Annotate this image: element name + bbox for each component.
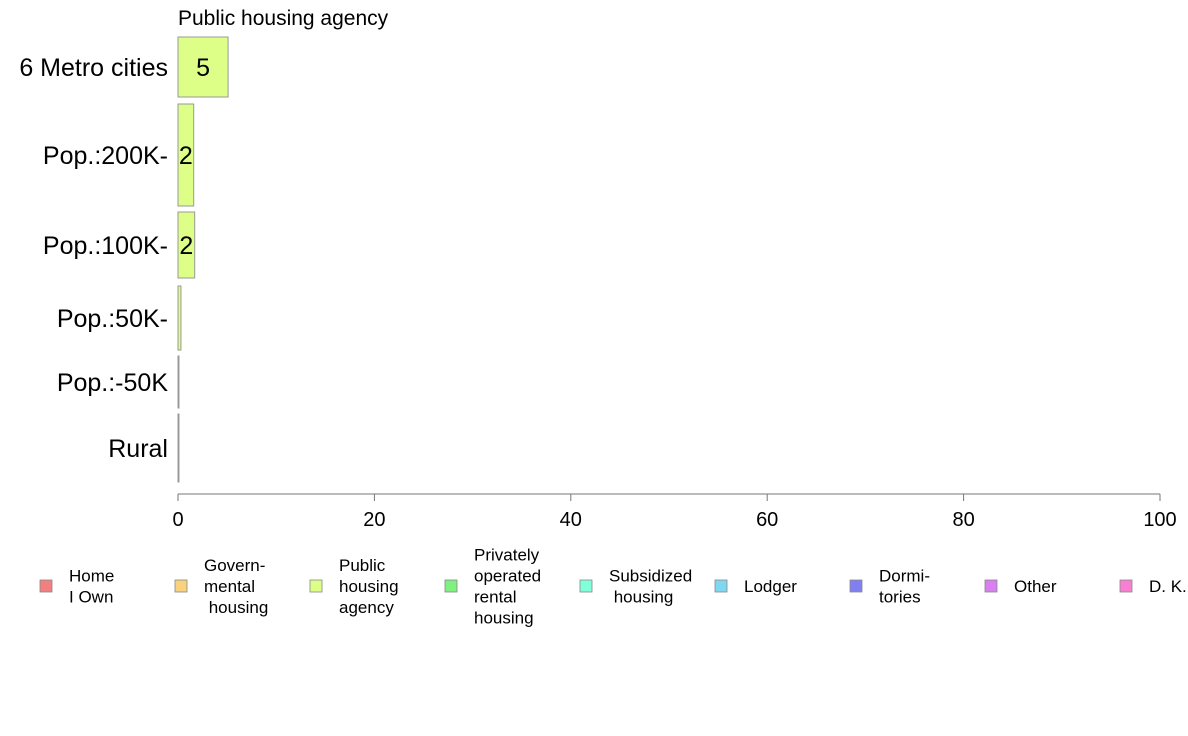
legend-label: Dormi-tories xyxy=(879,567,930,607)
data-label: 5 xyxy=(196,54,210,82)
legend-label: D. K. xyxy=(1149,577,1187,596)
x-axis: 0 20 40 60 80 100 xyxy=(172,493,1177,531)
category-label: Pop.:-50K xyxy=(57,369,169,397)
legend: Home I Own Govern-mental housing Public hous… xyxy=(39,546,1187,628)
legend-swatch xyxy=(984,579,998,593)
category-label: 6 Metro cities xyxy=(19,54,168,82)
bar xyxy=(177,36,229,98)
data-label: 2 xyxy=(179,142,193,170)
bar xyxy=(177,211,196,279)
legend-swatch xyxy=(39,579,53,593)
bar xyxy=(177,103,195,207)
bar xyxy=(177,413,180,483)
legend-label: Public housing agency xyxy=(339,556,399,617)
legend-swatch xyxy=(309,579,323,593)
data-label: 2 xyxy=(179,232,193,260)
legend-label: Other xyxy=(1014,577,1057,596)
bars-group: 6 Metro cities 5 Pop.:200K- 2 Pop.:100K- 2 Pop… xyxy=(19,36,229,483)
legend-swatch xyxy=(714,579,728,593)
x-tick-label: 20 xyxy=(363,509,385,531)
legend-swatch xyxy=(174,579,188,593)
x-tick-label: 40 xyxy=(560,509,582,531)
legend-swatch xyxy=(1119,579,1133,593)
category-label: Rural xyxy=(108,435,168,463)
legend-label: Govern-mental housing xyxy=(204,556,268,617)
bar xyxy=(177,285,182,351)
legend-swatch xyxy=(444,579,458,593)
x-tick-label: 100 xyxy=(1143,509,1176,531)
legend-swatch xyxy=(579,579,593,593)
category-label: Pop.:100K- xyxy=(43,232,168,260)
x-tick-label: 60 xyxy=(756,509,778,531)
legend-label: Lodger xyxy=(744,577,797,596)
chart-title: Public housing agency xyxy=(178,7,389,30)
category-label: Pop.:200K- xyxy=(43,142,168,170)
legend-label: Privately operated rental housing xyxy=(474,546,541,628)
legend-swatch xyxy=(849,579,863,593)
legend-label: Home I Own xyxy=(69,567,114,607)
x-tick-label: 80 xyxy=(952,509,974,531)
bar xyxy=(177,355,180,409)
x-tick-label: 0 xyxy=(172,509,183,531)
category-label: Pop.:50K- xyxy=(57,305,168,333)
legend-label: Subsidized housing xyxy=(609,567,692,607)
